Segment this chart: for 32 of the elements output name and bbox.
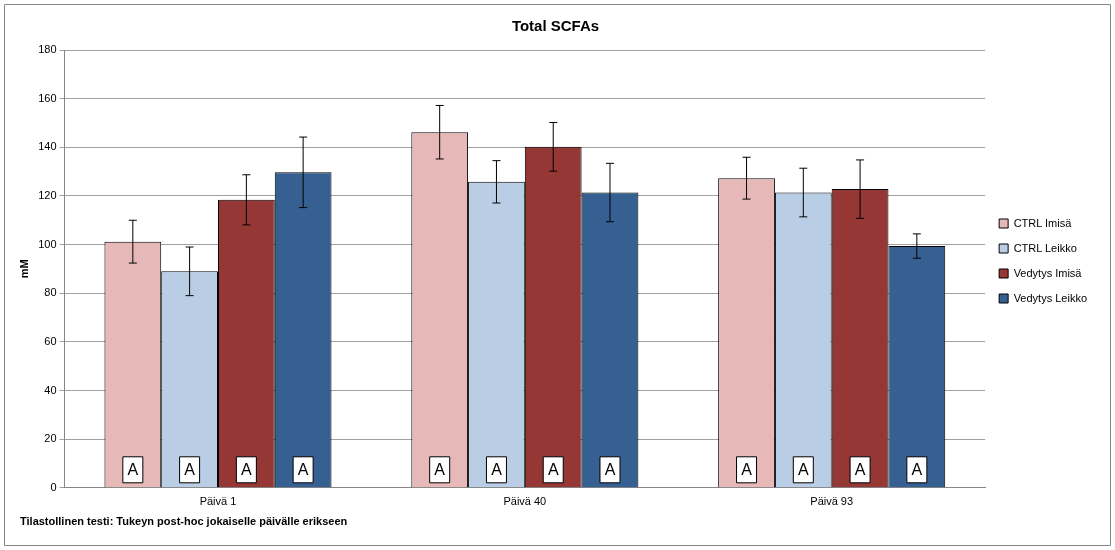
legend-label: CTRL Leikko	[1013, 241, 1077, 254]
annotation: A	[911, 461, 923, 479]
y-tick-label: 80	[44, 286, 57, 299]
annotation: A	[127, 461, 139, 479]
annotation: A	[241, 461, 253, 479]
y-tick-label: 40	[44, 383, 57, 396]
y-tick-label: 0	[50, 480, 57, 493]
annotation: A	[547, 461, 559, 479]
annotation: A	[184, 461, 196, 479]
annotation: A	[604, 461, 616, 479]
x-tick-label: Päivä 93	[810, 495, 854, 508]
legend-label: Vedytys Leikko	[1013, 291, 1087, 304]
annotation: A	[741, 461, 753, 479]
chart-title: Total SCFAs	[511, 17, 600, 35]
annotation: A	[797, 461, 809, 479]
y-tick-label: 180	[38, 43, 57, 56]
y-tick-label: 120	[38, 188, 57, 201]
y-tick-label: 100	[38, 237, 57, 250]
annotation: A	[491, 461, 503, 479]
annotation: A	[854, 461, 866, 479]
y-tick-label: 60	[44, 334, 57, 347]
annotation: A	[297, 461, 309, 479]
x-tick-label: Päivä 1	[199, 495, 237, 508]
y-axis-title: mM	[17, 259, 30, 279]
y-tick-label: 20	[44, 432, 57, 445]
y-tick-label: 160	[38, 91, 57, 104]
annotation: A	[434, 461, 446, 479]
legend-label: Vedytys Imisä	[1013, 266, 1083, 279]
x-tick-label: Päivä 40	[503, 495, 547, 508]
legend-label: CTRL Imisä	[1013, 216, 1073, 229]
y-tick-label: 140	[38, 140, 57, 153]
text: Tilastollinen testi: Tukeyn post-hoc jokaiselle päivälle erikseen	[20, 515, 348, 527]
